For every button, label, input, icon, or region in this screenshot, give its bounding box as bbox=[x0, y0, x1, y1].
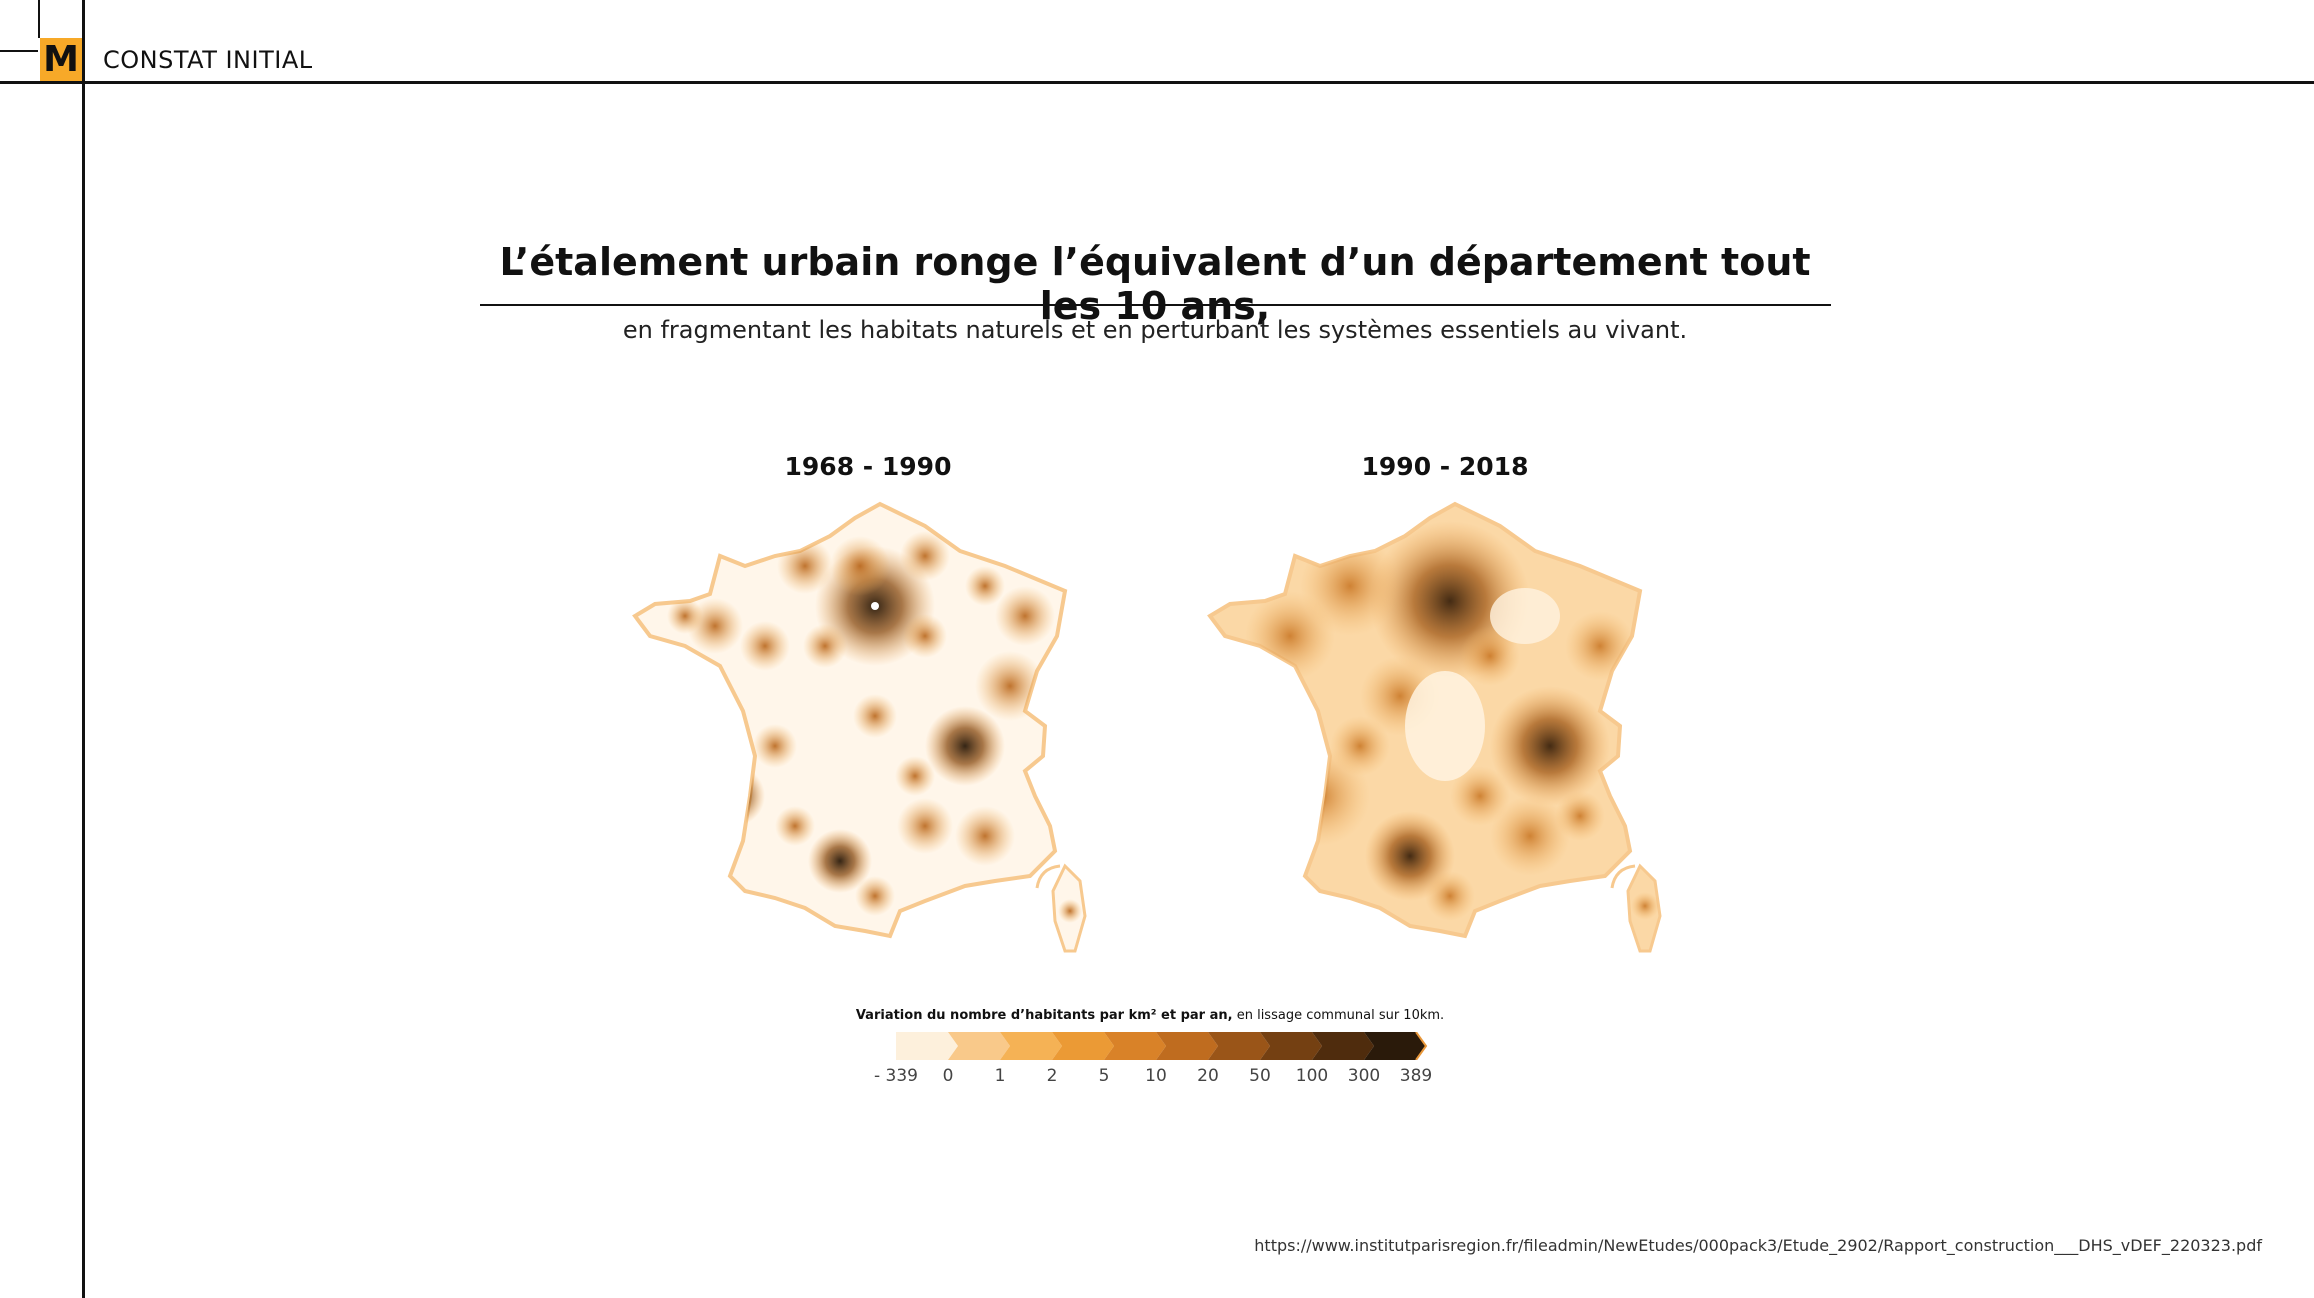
page-title: L’étalement urbain ronge l’équivalent d’… bbox=[499, 240, 1811, 328]
legend-segment bbox=[1208, 1032, 1270, 1060]
legend-label: 5 bbox=[1098, 1066, 1110, 1086]
legend-segment bbox=[1156, 1032, 1218, 1060]
legend-arrow-tip bbox=[1415, 1032, 1428, 1060]
legend-color-scale bbox=[896, 1032, 1428, 1060]
france-density-map-right bbox=[1207, 501, 1662, 953]
corner-tick-horizontal bbox=[0, 50, 38, 52]
section-label: CONSTAT INITIAL bbox=[103, 46, 313, 74]
legend-label: - 339 bbox=[874, 1066, 918, 1086]
legend-label: 0 bbox=[942, 1066, 954, 1086]
page-subtitle: en fragmentant les habitats naturels et … bbox=[622, 316, 1688, 344]
legend-label: 20 bbox=[1197, 1066, 1219, 1086]
france-density-map-left bbox=[632, 501, 1087, 953]
legend-segment bbox=[1364, 1032, 1426, 1060]
legend-label: 1 bbox=[994, 1066, 1006, 1086]
legend-label: 100 bbox=[1295, 1066, 1329, 1086]
legend-segment bbox=[1052, 1032, 1114, 1060]
legend-segment bbox=[948, 1032, 1010, 1060]
legend-title: Variation du nombre d’habitants par km² … bbox=[700, 1008, 1600, 1023]
legend-title-bold: Variation du nombre d’habitants par km² … bbox=[855, 1008, 1233, 1023]
legend-title-rest: en lissage communal sur 10km. bbox=[1232, 1008, 1445, 1023]
legend-segment bbox=[1260, 1032, 1322, 1060]
legend-label: 50 bbox=[1249, 1066, 1271, 1086]
source-url: https://www.institutparisregion.fr/filea… bbox=[1254, 1236, 2262, 1255]
logo-letter: M bbox=[43, 38, 79, 80]
map-period-right: 1990 - 2018 bbox=[1361, 452, 1529, 481]
legend-segment bbox=[896, 1032, 958, 1060]
frame-horizontal-line bbox=[0, 81, 2314, 84]
legend-label: 300 bbox=[1347, 1066, 1381, 1086]
frame-vertical-line bbox=[82, 0, 85, 1298]
legend-label: 389 bbox=[1399, 1066, 1433, 1086]
legend-segment bbox=[1000, 1032, 1062, 1060]
title-underline bbox=[480, 304, 1831, 306]
legend-label: 2 bbox=[1046, 1066, 1058, 1086]
brand-logo: M bbox=[40, 38, 82, 81]
legend-label: 10 bbox=[1145, 1066, 1167, 1086]
map-period-left: 1968 - 1990 bbox=[784, 452, 952, 481]
corner-tick-vertical bbox=[38, 0, 40, 38]
legend-segment bbox=[1312, 1032, 1374, 1060]
legend-segment bbox=[1104, 1032, 1166, 1060]
